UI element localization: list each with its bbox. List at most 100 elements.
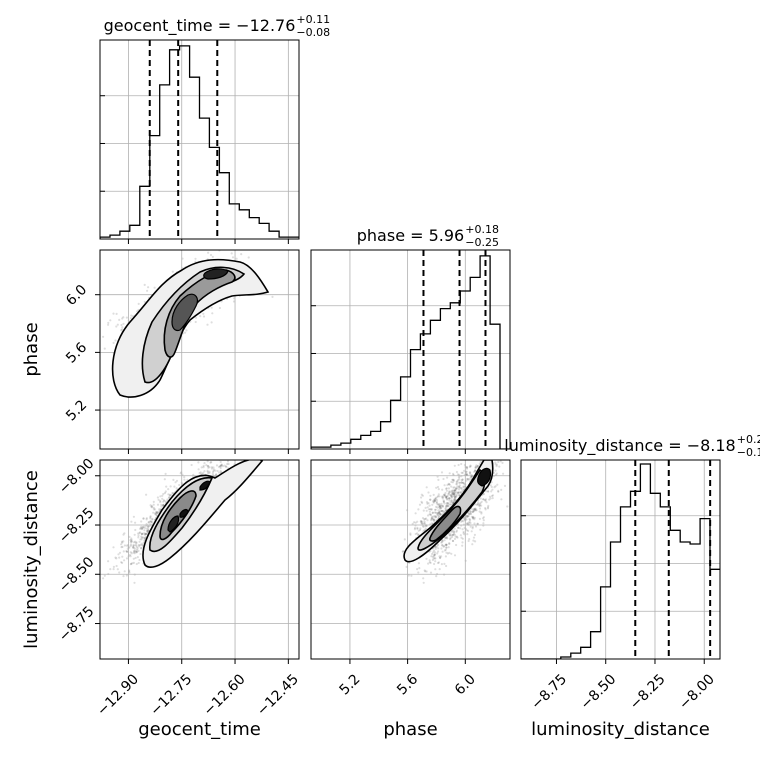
sample-point — [448, 472, 451, 475]
sample-point — [146, 529, 149, 533]
sample-point — [467, 521, 470, 524]
sample-point — [455, 487, 458, 490]
sample-point — [487, 490, 490, 493]
sample-point — [138, 532, 141, 535]
sample-point — [112, 568, 115, 571]
sample-point — [444, 491, 447, 495]
panel-frame-geocent_time-geocent_time — [99, 39, 300, 240]
sample-point — [460, 481, 463, 484]
sample-point — [131, 545, 135, 548]
sample-point — [422, 525, 425, 529]
sample-point — [137, 534, 140, 537]
sample-point — [493, 486, 496, 489]
sample-point — [452, 493, 455, 496]
sample-point — [140, 527, 143, 530]
sample-point — [129, 317, 132, 320]
sample-point — [173, 485, 176, 488]
sample-point — [439, 504, 442, 507]
sample-point — [156, 511, 159, 514]
sample-point — [158, 508, 161, 511]
sample-point — [446, 476, 449, 479]
sample-point — [429, 571, 433, 574]
sample-point — [222, 447, 224, 449]
sample-point — [431, 558, 434, 562]
sample-point — [453, 464, 456, 467]
sample-point — [125, 550, 129, 553]
sample-point — [453, 533, 456, 536]
sample-point — [454, 498, 457, 501]
sample-point — [149, 520, 152, 523]
sample-point — [405, 565, 408, 569]
sample-point — [224, 454, 226, 456]
sample-point — [165, 485, 168, 488]
sample-point — [448, 542, 451, 545]
sample-point — [477, 503, 480, 506]
sample-point — [441, 539, 444, 542]
histogram-step-phase — [311, 255, 510, 449]
sample-point — [441, 496, 444, 499]
sample-point — [453, 489, 457, 492]
sample-point — [469, 472, 472, 475]
sample-point — [440, 509, 443, 512]
histogram-step-geocent_time — [100, 45, 299, 239]
sample-point — [220, 463, 223, 466]
title-luminosity_distance: luminosity_distance = −8.18+0.21−0.17 — [504, 433, 760, 459]
tick-label-x-phase: 6.0 — [452, 671, 479, 698]
sample-point — [422, 522, 426, 525]
sample-point — [220, 463, 223, 467]
sample-point — [458, 451, 460, 453]
sample-point — [198, 472, 201, 475]
sample-point — [434, 499, 437, 503]
sample-point — [140, 532, 144, 536]
sample-point — [207, 454, 209, 456]
sample-point — [480, 500, 483, 503]
sample-point — [194, 316, 198, 319]
sample-point — [455, 487, 458, 490]
sample-point — [141, 536, 145, 539]
sample-point — [471, 444, 473, 446]
sample-point — [141, 527, 144, 530]
sample-point — [107, 323, 110, 326]
sample-point — [429, 498, 432, 501]
sample-point — [466, 514, 469, 517]
sample-point — [460, 536, 463, 539]
sample-point — [403, 538, 406, 541]
tick-label-y-luminosity_distance: −8.25 — [56, 505, 98, 547]
sample-point — [438, 495, 441, 498]
sample-point — [129, 563, 132, 566]
sample-point — [174, 481, 177, 484]
sample-point — [218, 471, 221, 474]
sample-point — [149, 520, 153, 523]
sample-point — [219, 465, 222, 468]
sample-point — [143, 533, 146, 536]
sample-point — [429, 498, 432, 501]
sample-point — [118, 571, 121, 574]
sample-point — [138, 545, 141, 548]
sample-point — [448, 533, 451, 536]
sample-point — [211, 255, 214, 258]
sample-point — [473, 469, 477, 472]
sample-point — [141, 526, 144, 529]
sample-point — [417, 562, 420, 565]
sample-point — [194, 257, 197, 260]
sample-point — [159, 501, 162, 504]
sample-point — [417, 508, 420, 511]
sample-point — [471, 515, 475, 519]
sample-point — [229, 444, 231, 446]
sample-point — [497, 460, 500, 464]
sample-point — [432, 519, 435, 522]
sample-point — [133, 547, 136, 550]
sample-point — [451, 533, 454, 536]
sample-point — [455, 491, 458, 494]
sample-point — [455, 495, 458, 498]
sample-point — [455, 483, 458, 486]
sample-point — [463, 469, 466, 472]
sample-point — [432, 517, 435, 521]
sample-point — [495, 472, 498, 475]
sample-point — [139, 552, 142, 556]
contour-layer — [111, 258, 494, 568]
sample-point — [466, 477, 469, 480]
sample-point — [120, 561, 123, 564]
sample-point — [416, 527, 419, 531]
sample-point — [445, 546, 448, 550]
